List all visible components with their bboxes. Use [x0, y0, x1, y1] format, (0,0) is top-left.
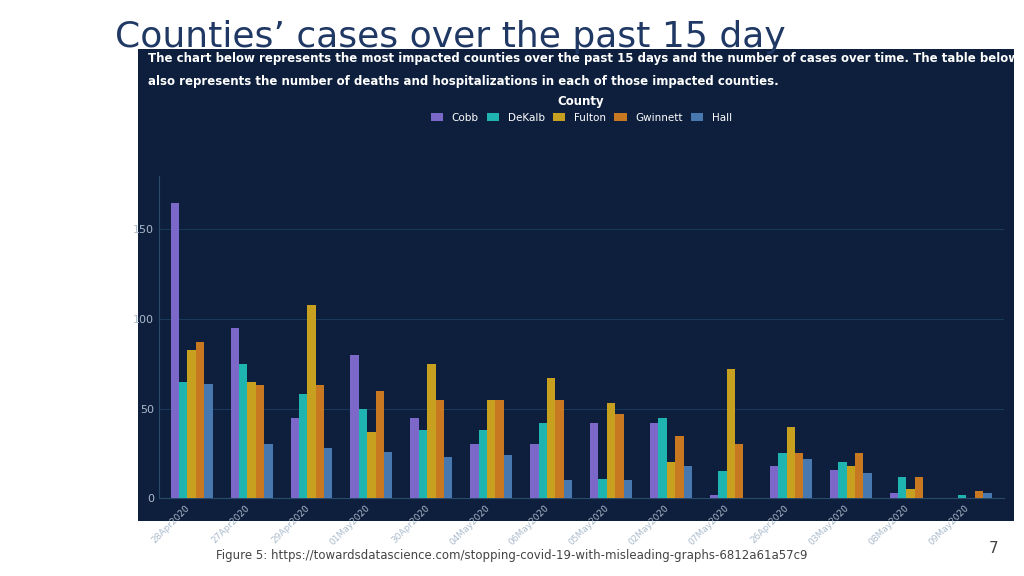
Bar — [795, 453, 804, 498]
Bar — [419, 430, 427, 498]
Bar — [906, 489, 914, 498]
Bar — [171, 203, 179, 498]
Bar — [487, 400, 496, 498]
Bar — [590, 423, 598, 498]
Bar — [478, 430, 487, 498]
Bar — [376, 391, 384, 498]
Legend: Cobb, DeKalb, Fulton, Gwinnett, Hall: Cobb, DeKalb, Fulton, Gwinnett, Hall — [426, 90, 736, 127]
Bar — [299, 395, 307, 498]
Bar — [804, 459, 812, 498]
Bar — [358, 408, 368, 498]
Bar — [958, 495, 967, 498]
Bar — [658, 418, 667, 498]
Bar — [555, 400, 564, 498]
Bar — [839, 463, 847, 498]
Bar — [256, 385, 264, 498]
Bar — [444, 457, 453, 498]
Bar — [855, 453, 863, 498]
Bar — [470, 445, 478, 498]
Text: Figure 5: https://towardsdatascience.com/stopping-covid-19-with-misleading-graph: Figure 5: https://towardsdatascience.com… — [216, 548, 808, 562]
Bar — [607, 403, 615, 498]
Bar — [384, 452, 392, 498]
Bar — [291, 418, 299, 498]
Bar — [786, 427, 795, 498]
Bar — [187, 350, 196, 498]
Text: 7: 7 — [989, 541, 998, 556]
Bar — [324, 448, 333, 498]
Bar — [615, 414, 624, 498]
Bar — [350, 355, 358, 498]
Bar — [829, 469, 839, 498]
Text: Counties’ cases over the past 15 day: Counties’ cases over the past 15 day — [116, 20, 785, 54]
Bar — [718, 471, 727, 498]
Bar — [778, 453, 786, 498]
Bar — [650, 423, 658, 498]
Text: The chart below represents the most impacted counties over the past 15 days and : The chart below represents the most impa… — [148, 52, 1020, 65]
Bar — [727, 369, 735, 498]
Bar — [427, 364, 435, 498]
Bar — [307, 305, 315, 498]
Bar — [530, 445, 539, 498]
Bar — [770, 466, 778, 498]
Bar — [196, 342, 204, 498]
Bar — [710, 495, 718, 498]
Bar — [230, 328, 239, 498]
Bar — [264, 445, 272, 498]
Bar — [504, 455, 512, 498]
Bar — [847, 466, 855, 498]
Bar — [684, 466, 692, 498]
Bar — [435, 400, 444, 498]
Bar — [496, 400, 504, 498]
Bar — [547, 378, 555, 498]
Bar — [890, 493, 898, 498]
Bar — [735, 445, 743, 498]
Bar — [624, 480, 632, 498]
Bar — [564, 480, 572, 498]
Bar — [914, 477, 924, 498]
Bar — [315, 385, 324, 498]
Bar — [975, 491, 983, 498]
Bar — [539, 423, 547, 498]
Bar — [204, 384, 213, 498]
Text: also represents the number of deaths and hospitalizations in each of those impac: also represents the number of deaths and… — [148, 75, 779, 88]
Bar — [239, 364, 248, 498]
Bar — [983, 493, 991, 498]
Bar — [411, 418, 419, 498]
Bar — [675, 435, 684, 498]
Bar — [898, 477, 906, 498]
Bar — [179, 382, 187, 498]
Bar — [667, 463, 675, 498]
Bar — [368, 432, 376, 498]
Bar — [863, 473, 871, 498]
Bar — [598, 479, 607, 498]
Bar — [248, 382, 256, 498]
